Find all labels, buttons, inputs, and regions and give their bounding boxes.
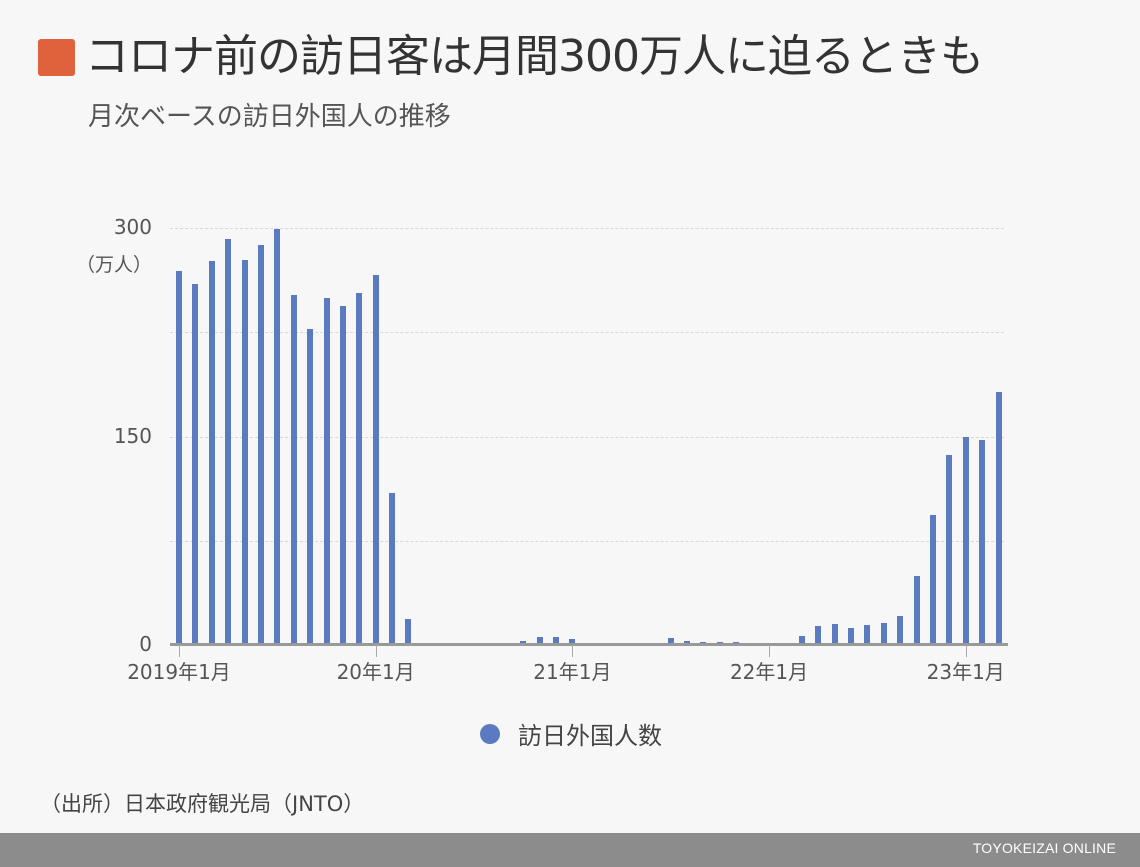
bar-2022-10 <box>913 575 920 645</box>
bar-2019-06 <box>257 244 264 645</box>
x-tick-mark <box>179 645 180 657</box>
y-axis-unit: （万人） <box>76 254 153 276</box>
gridline <box>170 332 1004 334</box>
x-tick-label: 2019年1月 <box>127 660 231 684</box>
bar-2020-11 <box>536 637 543 645</box>
x-tick-label: 23年1月 <box>926 660 1005 684</box>
bar-2020-03 <box>405 618 412 645</box>
x-axis-baseline <box>170 643 1008 646</box>
title-row: コロナ前の訪日客は月間300万人に迫るときも <box>38 30 984 84</box>
x-tick-mark <box>572 645 574 657</box>
x-tick-label: 21年1月 <box>533 660 612 684</box>
x-tick-mark <box>375 645 377 657</box>
bar-2023-01 <box>962 436 969 645</box>
bar-2021-07 <box>667 637 674 645</box>
bar-2021-01 <box>569 638 576 645</box>
bar-2022-03 <box>798 635 805 645</box>
gridline <box>170 436 1004 438</box>
bar-2019-10 <box>323 297 330 645</box>
footer-bar: TOYOKEIZAI ONLINE <box>0 833 1140 867</box>
bar-chart: （万人） 300 150 0 2019年1月 20年1月 21年1月 22年1月 23年1月 <box>76 215 1008 684</box>
bar-2019-01 <box>176 271 182 645</box>
legend-dot-icon <box>480 723 500 744</box>
bar-2022-05 <box>831 624 838 645</box>
legend: 訪日外国人数 <box>480 716 662 751</box>
bar-2022-07 <box>864 624 871 645</box>
bar-2022-08 <box>880 622 887 645</box>
bar-2019-02 <box>192 283 199 645</box>
bar-2019-03 <box>208 261 215 645</box>
gridline <box>170 540 1004 542</box>
chart-subtitle: 月次ベースの訪日外国人の推移 <box>88 102 451 132</box>
bar-2019-07 <box>274 229 281 645</box>
legend-label: 訪日外国人数 <box>518 722 662 750</box>
bar-2023-03 <box>995 392 1002 645</box>
bar-2022-04 <box>815 625 822 645</box>
title-accent-square <box>38 38 75 76</box>
bar-2019-08 <box>290 294 297 645</box>
bar-2022-09 <box>897 616 904 645</box>
bar-2019-04 <box>225 239 232 645</box>
bar-2022-12 <box>946 454 953 645</box>
x-tick-mark <box>769 645 771 657</box>
chart-title: コロナ前の訪日客は月間300万人に迫るときも <box>85 31 984 82</box>
gridline <box>170 228 1004 229</box>
bar-2019-12 <box>356 293 363 645</box>
y-tick-label: 0 <box>139 632 152 656</box>
bar-2019-05 <box>241 259 248 645</box>
bar-2019-09 <box>307 329 314 645</box>
x-tick-label: 20年1月 <box>336 660 415 684</box>
bar-2019-11 <box>339 305 346 645</box>
source-note: （出所）日本政府観光局（JNTO） <box>40 792 365 816</box>
x-tick-label: 22年1月 <box>729 660 809 684</box>
y-tick-label: 300 <box>113 215 152 239</box>
bar-2020-02 <box>389 493 396 645</box>
bar-2020-01 <box>372 275 379 645</box>
bar-2023-02 <box>979 439 986 645</box>
footer-brand: TOYOKEIZAI ONLINE <box>972 840 1116 856</box>
bar-2020-12 <box>552 636 559 645</box>
bar-2022-11 <box>929 515 936 645</box>
x-tick-mark <box>965 645 967 657</box>
y-tick-label: 150 <box>113 423 152 448</box>
bar-2022-06 <box>847 628 854 645</box>
